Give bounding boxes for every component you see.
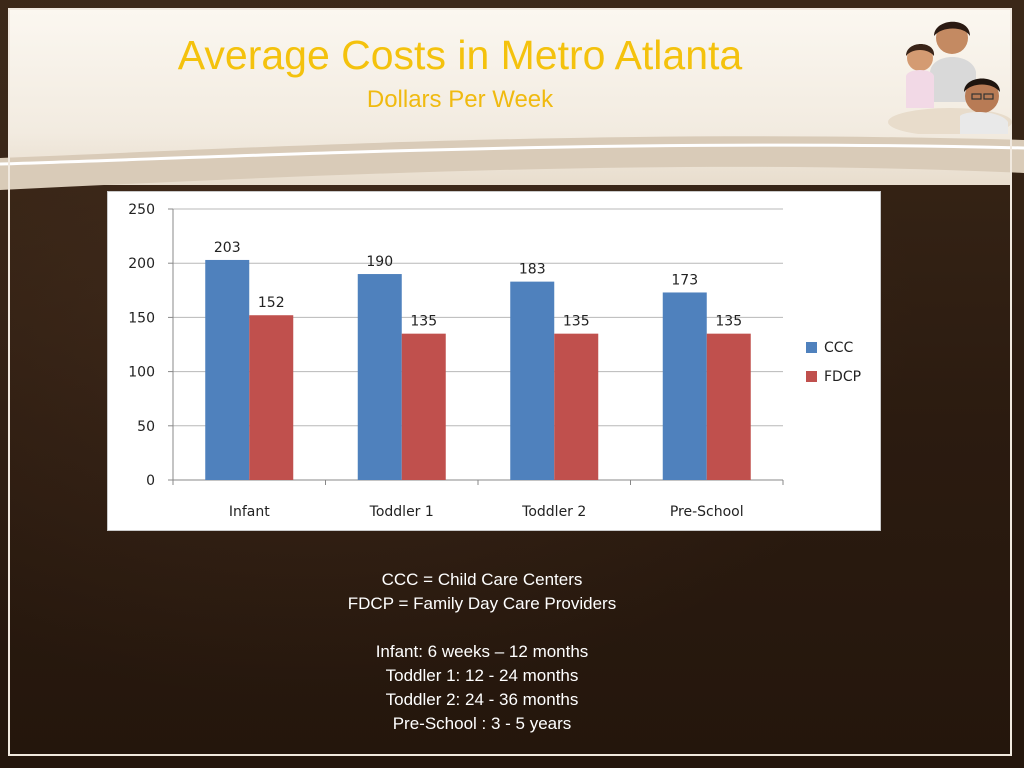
legend-swatch-ccc — [806, 342, 817, 353]
legend-label-fdcp: FDCP — [824, 369, 861, 385]
note-age-infant: Infant: 6 weeks – 12 months — [375, 642, 589, 661]
bar-chart: 0 50 100 150 200 250 Infant 203 152 Toddler 1 190 1… — [128, 202, 861, 520]
data-label: 135 — [715, 314, 742, 330]
x-tick-label: Toddler 2 — [521, 504, 586, 520]
notes-block: CCC = Child Care Centers FDCP = Family D… — [282, 568, 682, 736]
legend-swatch-fdcp — [806, 371, 817, 382]
slide-title: Average Costs in Metro Atlanta — [177, 32, 743, 78]
bar-ccc — [357, 274, 402, 480]
bar-fdcp — [554, 333, 599, 480]
data-label: 152 — [258, 295, 285, 311]
data-label: 135 — [563, 314, 590, 330]
x-tick-label: Infant — [229, 504, 270, 520]
x-tick-label: Pre-School — [670, 504, 744, 520]
bar-fdcp — [706, 333, 751, 480]
note-age-pre-school: Pre-School : 3 - 5 years — [392, 714, 572, 733]
bar-fdcp — [401, 333, 446, 480]
y-tick-label: 250 — [128, 202, 155, 218]
data-label: 183 — [519, 262, 546, 278]
note-definition-fdcp: FDCP = Family Day Care Providers — [347, 594, 617, 613]
family-photo-icon — [888, 21, 1012, 134]
note-definition-ccc: CCC = Child Care Centers — [381, 570, 583, 589]
data-label: 135 — [410, 314, 437, 330]
data-label: 190 — [366, 254, 393, 270]
bar-fdcp — [249, 315, 294, 480]
bar-ccc — [662, 292, 707, 480]
notes-spacer — [282, 616, 682, 640]
chart-panel: 0 50 100 150 200 250 Infant 203 152 Toddler 1 190 1… — [107, 191, 881, 531]
y-tick-label: 100 — [128, 365, 155, 381]
y-tick-label: 50 — [137, 419, 155, 435]
y-tick-label: 200 — [128, 256, 155, 272]
data-label: 173 — [671, 272, 698, 288]
bar-ccc — [510, 281, 555, 480]
y-tick-label: 0 — [146, 473, 155, 489]
note-age-toddler-1: Toddler 1: 12 - 24 months — [385, 666, 579, 685]
slide-frame — [8, 8, 1012, 756]
header-wave — [0, 136, 1024, 190]
data-label: 203 — [214, 240, 241, 256]
y-tick-label: 150 — [128, 310, 155, 326]
slide-subtitle: Dollars Per Week — [366, 86, 554, 113]
note-age-toddler-2: Toddler 2: 24 - 36 months — [385, 690, 579, 709]
bar-ccc — [205, 259, 250, 480]
legend-label-ccc: CCC — [824, 340, 854, 356]
x-tick-label: Toddler 1 — [369, 504, 434, 520]
